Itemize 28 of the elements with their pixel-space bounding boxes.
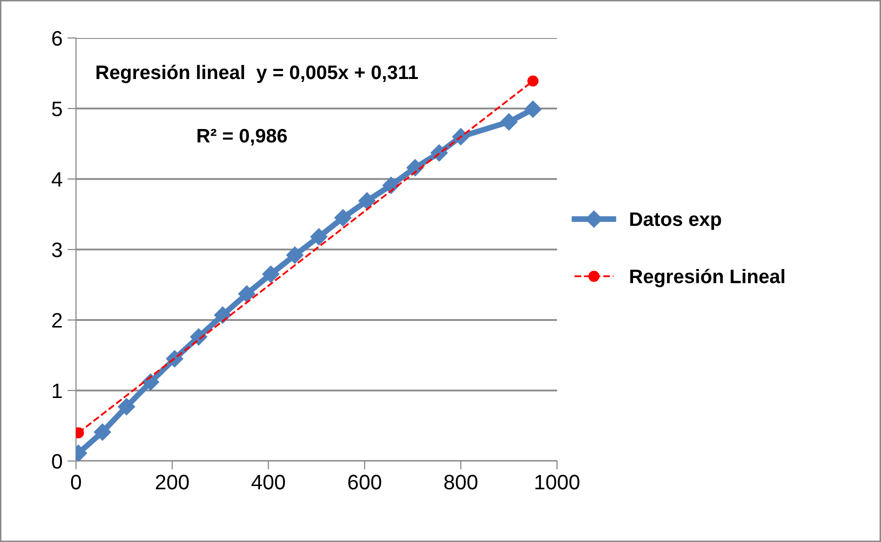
legend-label: Datos exp: [630, 212, 722, 230]
point: [238, 285, 256, 302]
x-tick-label: 800: [444, 474, 478, 490]
annotation: R² = 0,986: [198, 128, 287, 146]
point: [310, 228, 328, 246]
y-tick-label: 6: [52, 31, 62, 46]
y-tick-label: 3: [52, 242, 62, 258]
x-tick-label: 600: [348, 474, 382, 490]
y-tick-label: 1: [52, 384, 62, 398]
x-tick-label: 1000: [535, 474, 580, 490]
point: [358, 192, 376, 210]
point: [286, 246, 304, 264]
point: [94, 424, 112, 441]
point: [214, 306, 232, 324]
y-tick-label: 0: [52, 454, 62, 469]
point: [262, 266, 280, 283]
legend-label: Regresión Lineal: [630, 268, 784, 288]
x-tick-label: 200: [156, 474, 189, 490]
x-tick-label: 400: [252, 474, 285, 490]
annotation: Regresión lineal y = 0,005x + 0,311: [96, 64, 418, 84]
point: [524, 100, 542, 118]
point: [334, 209, 352, 226]
y-tick-label: 4: [52, 172, 62, 187]
point: [500, 113, 518, 130]
y-tick-label: 2: [52, 313, 62, 328]
point: [118, 398, 136, 416]
x-tick-label: 0: [71, 474, 81, 490]
y-tick-label: 5: [52, 102, 62, 116]
